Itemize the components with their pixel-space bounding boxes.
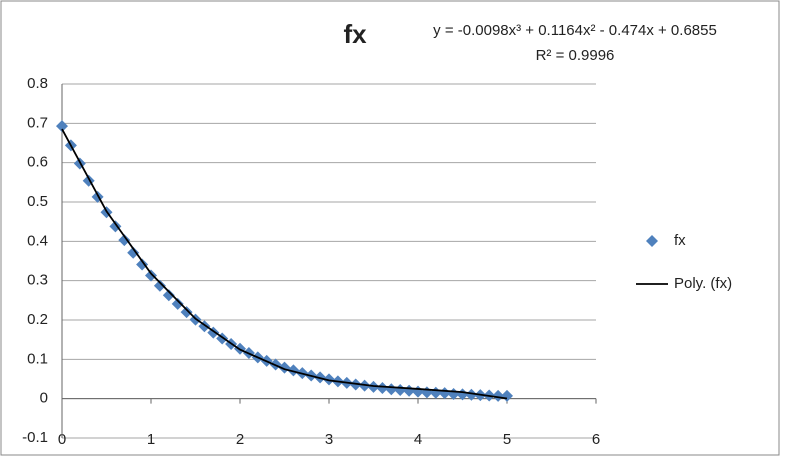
legend-label: Poly. (fx) bbox=[674, 275, 732, 292]
data-point bbox=[162, 289, 175, 302]
chart-border bbox=[0, 0, 780, 456]
data-point bbox=[56, 120, 68, 133]
data-point bbox=[287, 364, 300, 377]
y-tick-label: 0.5 bbox=[27, 193, 48, 210]
y-tick-label: 0.4 bbox=[27, 232, 48, 249]
data-point bbox=[118, 234, 131, 247]
data-point bbox=[136, 258, 149, 271]
y-tick-label: -0.1 bbox=[22, 429, 48, 446]
data-point bbox=[171, 297, 184, 310]
data-point bbox=[465, 388, 478, 401]
x-tick-label: 4 bbox=[414, 431, 422, 448]
data-point bbox=[492, 389, 505, 402]
chart-title: fx bbox=[343, 19, 367, 49]
y-tick-label: 0.1 bbox=[27, 350, 48, 367]
y-tick-label: 0.2 bbox=[27, 311, 48, 328]
r-squared: R² = 0.9996 bbox=[536, 47, 615, 64]
x-tick-label: 3 bbox=[325, 431, 333, 448]
legend-swatch bbox=[646, 235, 658, 247]
x-tick-label: 6 bbox=[592, 431, 600, 448]
trendline-equation: y = -0.0098x³ + 0.1164x² - 0.474x + 0.68… bbox=[433, 22, 717, 39]
x-tick-label: 2 bbox=[236, 431, 244, 448]
y-tick-label: 0 bbox=[40, 390, 48, 407]
y-tick-label: 0.7 bbox=[27, 114, 48, 131]
y-tick-label: 0.6 bbox=[27, 154, 48, 171]
y-tick-label: 0.3 bbox=[27, 272, 48, 289]
data-point bbox=[145, 269, 157, 282]
data-point bbox=[376, 382, 389, 395]
data-point bbox=[180, 306, 193, 319]
legend-label: fx bbox=[674, 232, 686, 249]
trendline bbox=[61, 128, 508, 400]
x-tick-label: 0 bbox=[58, 431, 66, 448]
data-point bbox=[153, 279, 166, 292]
x-tick-label: 1 bbox=[147, 431, 155, 448]
data-point bbox=[323, 373, 335, 386]
y-tick-label: 0.8 bbox=[27, 75, 48, 92]
x-tick-label: 5 bbox=[503, 431, 511, 448]
data-point bbox=[127, 246, 140, 259]
